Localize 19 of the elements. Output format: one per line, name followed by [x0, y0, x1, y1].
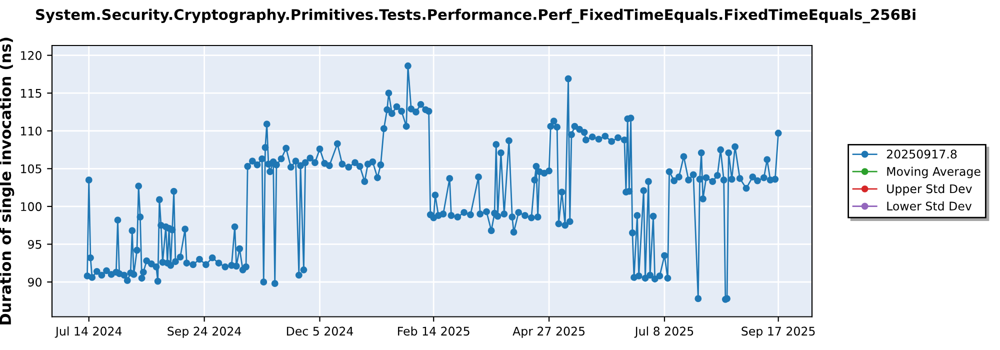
x-tick-label: Sep 24 2024 [168, 326, 242, 338]
x-tick-label: Jul 14 2024 [54, 326, 122, 338]
x-tick-label: Dec 5 2024 [286, 326, 354, 336]
legend-label: 20250917.8 [886, 150, 957, 159]
y-tick-label: 110 [21, 126, 42, 136]
chart-title: System.Security.Cryptography.Primitives.Tests.Performance.Perf_FixedTimeEquals.FixedTimeEquals_256Bi [36, 8, 916, 24]
y-tick-label: 120 [21, 51, 42, 60]
legend-label: Moving Average [887, 166, 980, 178]
y-tick-label: 90 [28, 278, 42, 287]
y-tick-label: 95 [28, 240, 42, 249]
legend-label: Lower Std Dev [887, 201, 972, 211]
y-tick-label: 115 [21, 88, 42, 98]
x-tick-label: Sep 17 2025 [742, 326, 815, 338]
legend-label: Upper Std Dev [887, 184, 972, 196]
y-tick-label: 100 [21, 202, 42, 212]
x-tick-label: Jul 8 2025 [634, 326, 694, 338]
x-tick-label: Apr 27 2025 [512, 326, 585, 338]
y-tick-label: 105 [21, 164, 42, 174]
x-tick-label: Feb 14 2025 [398, 326, 470, 336]
